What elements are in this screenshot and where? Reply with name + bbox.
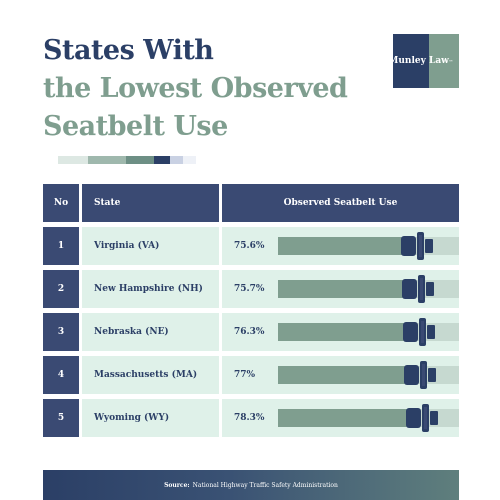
seatbelt-bar	[278, 232, 459, 260]
observed-cell: 77%	[222, 356, 459, 394]
rank-cell: 2	[43, 270, 79, 308]
header-state: State	[82, 184, 219, 222]
seatbelt-bar	[278, 318, 459, 346]
seatbelt-buckle-icon	[404, 361, 437, 389]
page-title: States With the Lowest Observed Seatbelt…	[43, 32, 348, 146]
header-no: No	[43, 184, 79, 222]
bar-fill	[278, 409, 420, 427]
title-line-1: States With	[43, 35, 214, 66]
logo-text-law: Law	[429, 56, 449, 66]
observed-cell: 75.6%	[222, 227, 459, 265]
table-row: 5 Wyoming (WY) 78.3%	[43, 399, 459, 437]
rank-cell: 5	[43, 399, 79, 437]
observed-cell: 78.3%	[222, 399, 459, 437]
state-cell: Virginia (VA)	[82, 227, 219, 265]
seatbelt-bar	[278, 361, 459, 389]
rank-cell: 4	[43, 356, 79, 394]
bar-fill	[278, 237, 415, 255]
table-row: 3 Nebraska (NE) 76.3%	[43, 313, 459, 351]
table-row: 1 Virginia (VA) 75.6%	[43, 227, 459, 265]
source-footer: Source: National Highway Traffic Safety …	[43, 470, 459, 500]
bar-fill	[278, 323, 417, 341]
seatbelt-table: No State Observed Seatbelt Use 1 Virginia…	[43, 184, 459, 442]
observed-cell: 75.7%	[222, 270, 459, 308]
value-label: 78.3%	[234, 413, 265, 423]
title-line-3: Seatbelt Use	[43, 111, 228, 142]
logo-left-panel: Munley	[388, 34, 429, 88]
logo-text-munley: Munley	[388, 56, 426, 66]
bar-fill	[278, 280, 416, 298]
table-body: 1 Virginia (VA) 75.6% 2 New Hampshire (NH) 75…	[43, 227, 459, 437]
source-label: Source:	[164, 481, 190, 489]
observed-cell: 76.3%	[222, 313, 459, 351]
rank-cell: 1	[43, 227, 79, 265]
state-cell: New Hampshire (NH)	[82, 270, 219, 308]
value-label: 75.6%	[234, 241, 265, 251]
logo-right-panel: Law ™	[429, 34, 459, 88]
title-line-2: the Lowest Observed	[43, 73, 348, 104]
logo-trademark: ™	[448, 58, 453, 64]
state-cell: Wyoming (WY)	[82, 399, 219, 437]
decorative-color-strip	[58, 156, 196, 164]
seatbelt-bar	[278, 275, 459, 303]
rank-cell: 3	[43, 313, 79, 351]
table-row: 2 New Hampshire (NH) 75.7%	[43, 270, 459, 308]
seatbelt-bar	[278, 404, 459, 432]
source-text: National Highway Traffic Safety Administ…	[192, 481, 338, 489]
seatbelt-buckle-icon	[402, 318, 435, 346]
bar-fill	[278, 366, 418, 384]
seatbelt-buckle-icon	[401, 275, 434, 303]
value-label: 75.7%	[234, 284, 265, 294]
header-observed-seatbelt-use: Observed Seatbelt Use	[222, 184, 459, 222]
value-label: 76.3%	[234, 327, 265, 337]
value-label: 77%	[234, 370, 256, 380]
state-cell: Nebraska (NE)	[82, 313, 219, 351]
state-cell: Massachusetts (MA)	[82, 356, 219, 394]
table-header-row: No State Observed Seatbelt Use	[43, 184, 459, 222]
seatbelt-buckle-icon	[401, 232, 434, 260]
seatbelt-buckle-icon	[406, 404, 439, 432]
munley-law-logo: Munley Law ™	[388, 34, 459, 88]
table-row: 4 Massachusetts (MA) 77%	[43, 356, 459, 394]
